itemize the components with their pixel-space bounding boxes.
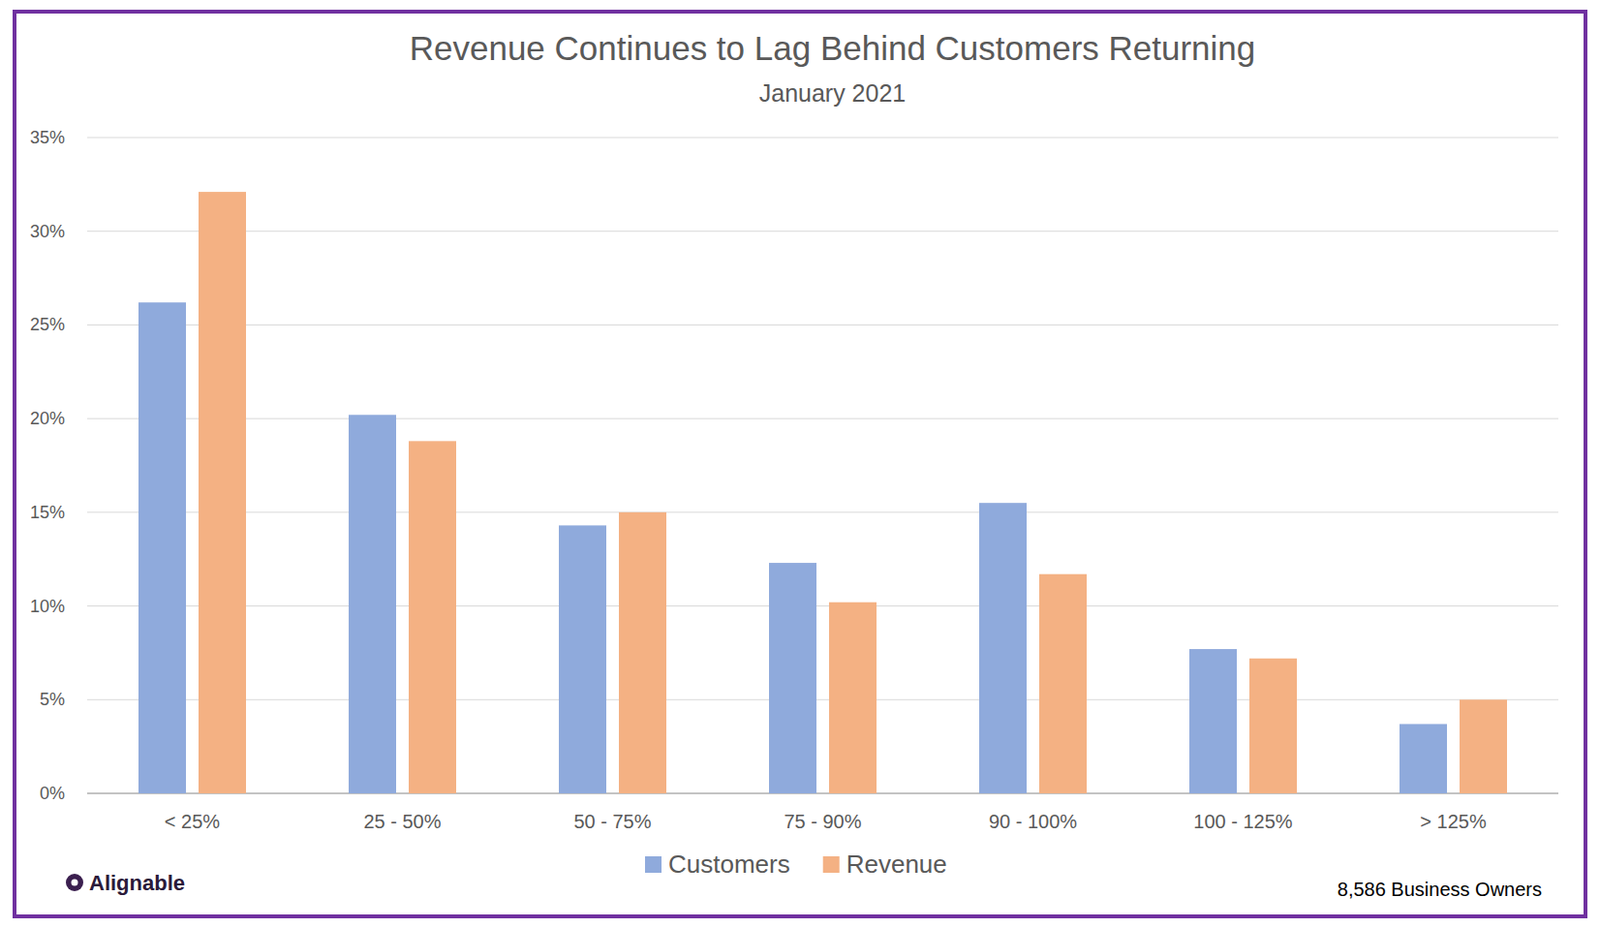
x-tick-label: 75 - 90% [783,810,862,832]
grid [87,137,1559,794]
grid-line [87,792,1559,795]
bars [138,191,1508,794]
chart-subtitle: January 2021 [759,79,907,107]
bar [1249,658,1297,794]
logo-icon-hole [71,879,79,887]
legend-label: Customers [668,849,791,879]
bar [1189,648,1237,794]
logo-text: Alignable [89,870,185,895]
y-tick-label: 30% [30,221,65,242]
legend-swatch [823,856,840,873]
legend: Customers Revenue [645,849,948,879]
bar [558,524,607,794]
y-tick-label: 25% [30,314,65,335]
bar [198,191,247,794]
y-tick-label: 5% [39,689,65,709]
bar [829,602,877,794]
bar [979,502,1027,794]
y-tick-label: 10% [30,596,65,616]
grid-line [87,605,1559,607]
bar [1459,699,1508,794]
x-tick-label: < 25% [164,810,220,832]
grid-line [87,699,1559,701]
grid-line [87,418,1559,420]
grid-line [87,137,1559,139]
background [0,0,1600,928]
logo-icon [65,873,84,892]
grid-line [87,511,1559,513]
x-tick-label: > 125% [1419,810,1487,832]
bar [769,562,817,794]
logo: Alignable [65,870,185,895]
grid-line [87,230,1559,232]
frame-border [14,11,1586,917]
y-tick-label: 15% [30,502,65,523]
chart-svg: Revenue Continues to Lag Behind Customer… [0,0,1600,928]
bar [408,440,457,794]
y-tick-label: 35% [30,127,65,148]
footnote: 8,586 Business Owners [1337,878,1542,900]
legend-label: Revenue [846,849,948,879]
x-tick-label: 90 - 100% [988,810,1077,832]
y-tick-label: 20% [30,408,65,429]
legend-swatch [645,856,662,873]
chart-container: Revenue Continues to Lag Behind Customer… [0,0,1600,928]
bar [138,302,186,794]
x-tick-label: 50 - 75% [573,810,651,832]
y-tick-label: 0% [39,783,65,803]
x-tick-label: 25 - 50% [363,810,441,832]
x-axis-line [87,792,1559,795]
bar [1399,723,1447,794]
bar [348,414,397,794]
grid-line [87,324,1559,326]
bar [618,512,667,794]
bar [1039,574,1087,794]
chart-title: Revenue Continues to Lag Behind Customer… [409,29,1257,67]
x-tick-label: 100 - 125% [1193,810,1293,832]
